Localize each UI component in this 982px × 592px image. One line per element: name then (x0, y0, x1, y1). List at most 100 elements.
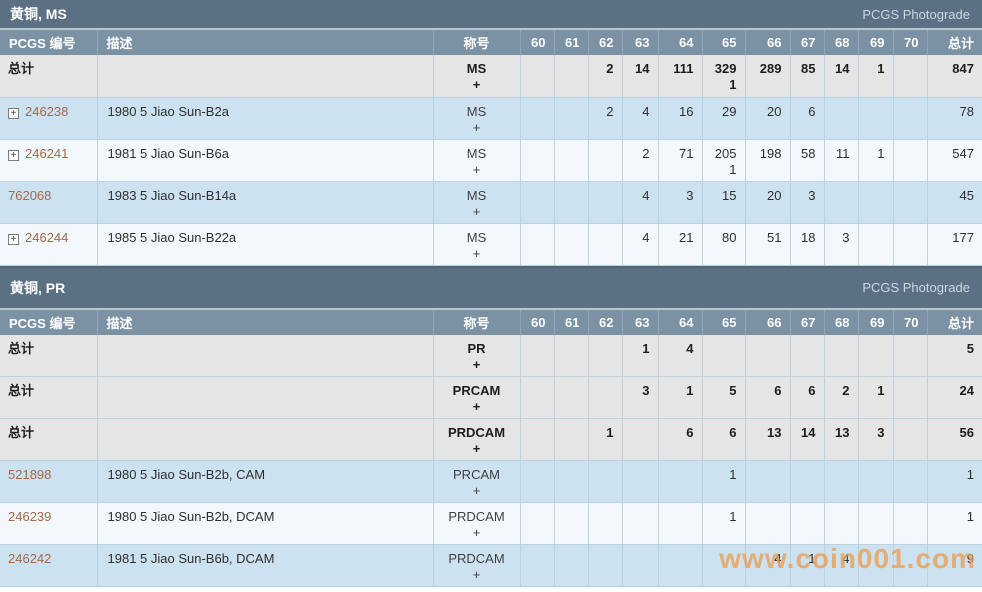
pcgs-number[interactable]: 246239 (8, 509, 52, 524)
photograde-link[interactable]: PCGS Photograde (862, 280, 970, 295)
grade-69-cell (858, 502, 894, 545)
pcgs-number[interactable]: 246242 (8, 551, 52, 566)
table-row: 总计 MS + 2 14 111 329 1 289 85 14 1 847 (0, 55, 982, 98)
designation-plus: + (472, 483, 481, 498)
grade-count (521, 55, 554, 60)
grade-count (894, 545, 927, 550)
grade-67-cell (790, 460, 825, 503)
grade-69-cell: 1 (858, 139, 894, 182)
designation-cell: MS + (433, 97, 521, 140)
grade-count (589, 377, 622, 382)
pcgs-number[interactable]: 246241 (25, 145, 69, 161)
grade-66-cell: 4 (745, 544, 791, 587)
grade-count: 3 (842, 229, 850, 245)
grade-65-cell: 5 (702, 376, 746, 419)
designation-plus: + (472, 356, 481, 372)
pcgs-number[interactable]: 246244 (25, 229, 69, 245)
col-grade-65: 65 (702, 309, 746, 335)
grade-60-cell (520, 223, 555, 266)
grade-61-cell (554, 460, 589, 503)
grade-count: 18 (801, 229, 816, 245)
grade-67-cell (790, 334, 825, 377)
grade-61-cell (554, 55, 589, 98)
pcgs-number: 总计 (8, 61, 35, 76)
grade-count (589, 335, 622, 340)
grade-69-cell (858, 544, 894, 587)
grade-count (589, 545, 622, 550)
grade-count: 6 (774, 383, 782, 398)
grade-70-cell (893, 97, 928, 140)
grade-65-cell: 329 1 (702, 55, 746, 98)
pcgs-number[interactable]: 246238 (25, 103, 69, 119)
col-grade-66: 66 (745, 30, 791, 55)
description-cell: 1980 5 Jiao Sun-B2b, DCAM (97, 502, 434, 545)
total-count: 547 (952, 145, 974, 161)
grade-64-cell: 4 (658, 334, 703, 377)
photograde-link[interactable]: PCGS Photograde (862, 6, 970, 22)
grade-69-cell: 1 (858, 55, 894, 98)
description-cell (97, 334, 434, 377)
grade-count (703, 545, 745, 550)
pcgs-number-cell: 总计 (0, 376, 98, 419)
grade-69-cell: 3 (858, 418, 894, 461)
grade-count: 1 (729, 509, 737, 524)
grade-count: 58 (801, 145, 816, 161)
designation: MS (466, 61, 487, 76)
grade-count: 1 (686, 383, 694, 398)
grade-count: 20 (767, 103, 782, 119)
table-section-brass-pr: 黄铜, PR PCGS Photograde PCGS 编号 描述 称号 60 … (0, 265, 982, 587)
grade-count (623, 419, 658, 424)
grade-count (555, 140, 588, 145)
pcgs-number-cell: +246238 (0, 97, 98, 140)
grade-count (791, 461, 824, 466)
grade-count (555, 419, 588, 424)
grade-61-cell (554, 181, 589, 224)
grade-count (555, 55, 588, 60)
grade-70-cell (893, 181, 928, 224)
grade-67-cell: 85 (790, 55, 825, 98)
total-cell: 847 (927, 55, 982, 98)
expand-icon[interactable]: + (8, 107, 19, 119)
designation-plus: + (472, 77, 481, 92)
column-header-row: PCGS 编号 描述 称号 60 61 62 63 64 65 66 67 68… (0, 309, 982, 335)
grade-61-cell (554, 334, 589, 377)
description: 1980 5 Jiao Sun-B2a (107, 103, 229, 119)
grade-66-cell (745, 334, 791, 377)
grade-63-cell: 2 (622, 139, 659, 182)
grade-62-cell (588, 181, 623, 224)
grade-61-cell (554, 376, 589, 419)
grade-count (521, 224, 554, 229)
grade-count: 6 (686, 425, 694, 440)
grade-62-cell (588, 460, 623, 503)
grade-count: 1 (877, 383, 885, 398)
col-grade-64: 64 (658, 30, 703, 55)
designation-cell: MS + (433, 55, 521, 98)
expand-icon[interactable]: + (8, 149, 19, 161)
grade-count (703, 335, 745, 340)
pcgs-number[interactable]: 521898 (8, 467, 52, 482)
pcgs-number-cell: 总计 (0, 334, 98, 377)
grade-count: 1 (877, 145, 885, 161)
pcgs-number[interactable]: 762068 (8, 187, 52, 203)
grade-61-cell (554, 97, 589, 140)
grade-count (659, 545, 702, 550)
grade-69-cell: 1 (858, 376, 894, 419)
expand-icon[interactable]: + (8, 233, 19, 245)
grade-count (894, 224, 927, 229)
grade-61-cell (554, 139, 589, 182)
grade-63-cell: 4 (622, 223, 659, 266)
grade-66-cell: 6 (745, 376, 791, 419)
grade-count (521, 98, 554, 103)
grade-66-cell: 198 (745, 139, 791, 182)
grade-60-cell (520, 97, 555, 140)
grade-68-cell: 13 (824, 418, 859, 461)
grade-67-cell (790, 502, 825, 545)
total-count: 5 (966, 340, 974, 356)
grade-64-cell: 6 (658, 418, 703, 461)
grade-70-cell (893, 223, 928, 266)
description-cell: 1980 5 Jiao Sun-B2b, CAM (97, 460, 434, 503)
grade-count (521, 140, 554, 145)
total-count: 45 (959, 187, 974, 203)
total-cell: 5 (927, 334, 982, 377)
